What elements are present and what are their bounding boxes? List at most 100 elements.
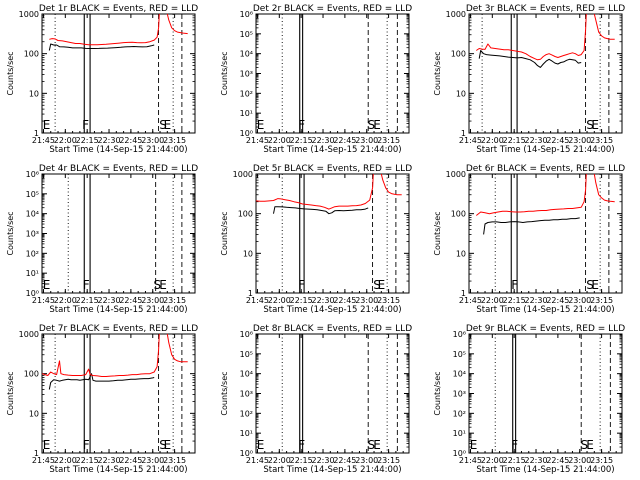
series-line-lld [166, 13, 188, 35]
plot-frame [255, 13, 410, 134]
marker-label-s: S [586, 278, 594, 292]
y-tick-label: 1 [34, 449, 39, 458]
marker-label-e: E [378, 278, 386, 292]
marker-label-e: E [586, 438, 594, 452]
x-tick-label: 22:00 [481, 136, 504, 145]
marker-label-s: S [580, 438, 588, 452]
marker-label-f: F [511, 278, 518, 292]
y-tick-label: 10⁰ [453, 449, 466, 458]
y-tick-label: 10² [240, 409, 253, 418]
y-tick-label: 10⁴ [26, 210, 39, 219]
x-tick-label: 22:15 [503, 136, 526, 145]
y-tick-label: 10⁴ [240, 50, 253, 59]
x-tick-label: 22:45 [119, 296, 142, 305]
y-tick-label: 1000 [446, 170, 466, 179]
x-tick-label: 22:00 [268, 296, 291, 305]
x-tick-label: 23:15 [590, 136, 613, 145]
x-tick-label: 21:45 [246, 296, 269, 305]
panel-title: Det 2r BLACK = Events, RED = LLD [253, 4, 412, 14]
y-tick-label: 100 [451, 50, 466, 59]
series-line-events [273, 206, 369, 215]
series-line-lld [593, 13, 615, 40]
marker-label-s: S [586, 118, 594, 132]
y-axis-label: Counts/sec [6, 371, 15, 415]
marker-label-f: F [298, 438, 305, 452]
y-tick-label: 10³ [240, 70, 253, 79]
y-tick-label: 10² [240, 89, 253, 98]
y-tick-label: 1 [461, 129, 466, 138]
marker-label-e: E [591, 278, 599, 292]
panel-title: Det 4r BLACK = Events, RED = LLD [39, 164, 198, 174]
y-tick-label: 10⁶ [453, 330, 466, 339]
detector-panel-7: Det 7r BLACK = Events, RED = LLD21:4522:… [6, 324, 198, 475]
y-tick-label: 10¹ [240, 109, 253, 118]
y-tick-label: 100 [451, 210, 466, 219]
series-line-lld [166, 333, 188, 363]
y-tick-label: 10 [456, 89, 466, 98]
y-tick-label: 1 [461, 289, 466, 298]
y-axis-label: Counts/sec [6, 211, 15, 255]
x-tick-label: 23:15 [163, 456, 186, 465]
x-tick-label: 22:00 [481, 456, 504, 465]
marker-label-f: F [298, 278, 305, 292]
y-axis-label: Counts/sec [433, 371, 442, 415]
y-tick-label: 10² [26, 249, 39, 258]
x-tick-label: 22:30 [311, 456, 334, 465]
series-line-events [48, 43, 155, 51]
y-tick-label: 10⁰ [240, 449, 253, 458]
x-tick-label: 23:00 [355, 136, 378, 145]
y-axis-label: Counts/sec [220, 51, 229, 95]
marker-label-f: F [511, 438, 518, 452]
x-tick-label: 22:30 [311, 296, 334, 305]
panel-title: Det 5r BLACK = Events, RED = LLD [253, 164, 412, 174]
marker-label-e: E [373, 118, 381, 132]
x-tick-label: 22:30 [97, 136, 120, 145]
x-axis-label: Start Time (14-Sep-15 21:44:00) [263, 145, 401, 155]
y-tick-label: 10⁵ [240, 350, 253, 359]
plot-frame [41, 173, 196, 294]
y-tick-label: 10¹ [453, 429, 466, 438]
y-axis-label: Counts/sec [433, 51, 442, 95]
x-tick-label: 22:00 [481, 296, 504, 305]
marker-label-e: E [43, 118, 51, 132]
x-tick-label: 21:45 [459, 296, 482, 305]
y-tick-label: 10⁴ [240, 370, 253, 379]
y-tick-label: 10⁵ [26, 190, 39, 199]
marker-label-s: S [159, 118, 167, 132]
marker-label-e: E [373, 438, 381, 452]
x-tick-label: 21:45 [32, 296, 55, 305]
x-tick-label: 22:00 [54, 136, 77, 145]
detector-panel-1: Det 1r BLACK = Events, RED = LLD21:4522:… [6, 4, 198, 155]
y-tick-label: 10 [29, 89, 39, 98]
x-tick-label: 23:00 [141, 456, 164, 465]
y-tick-label: 10⁵ [240, 30, 253, 39]
x-tick-label: 22:30 [524, 296, 547, 305]
x-tick-label: 21:45 [459, 136, 482, 145]
marker-label-f: F [83, 278, 90, 292]
plot-frame [468, 333, 623, 454]
y-tick-label: 10⁶ [240, 330, 253, 339]
x-tick-label: 23:15 [590, 456, 613, 465]
marker-label-s: S [373, 278, 381, 292]
plot-frame [468, 13, 623, 134]
x-tick-label: 22:30 [524, 136, 547, 145]
y-axis-label: Counts/sec [220, 371, 229, 415]
panel-title: Det 3r BLACK = Events, RED = LLD [466, 4, 625, 14]
y-tick-label: 1000 [19, 10, 39, 19]
y-tick-label: 10¹ [26, 269, 39, 278]
detector-panel-4: Det 4r BLACK = Events, RED = LLD21:4522:… [6, 164, 198, 315]
x-tick-label: 23:15 [377, 296, 400, 305]
x-tick-label: 22:00 [54, 296, 77, 305]
marker-label-e: E [43, 278, 51, 292]
x-tick-label: 22:30 [524, 456, 547, 465]
x-tick-label: 22:45 [546, 296, 569, 305]
y-axis-label: Counts/sec [220, 211, 229, 255]
x-tick-label: 22:45 [546, 456, 569, 465]
marker-label-e: E [257, 438, 265, 452]
marker-label-s: S [367, 438, 375, 452]
detector-panel-9: Det 9r BLACK = Events, RED = LLD21:4522:… [433, 324, 625, 475]
series-line-lld [476, 13, 587, 61]
x-tick-label: 22:15 [503, 456, 526, 465]
y-tick-label: 100 [24, 370, 39, 379]
y-tick-label: 10³ [453, 390, 466, 399]
